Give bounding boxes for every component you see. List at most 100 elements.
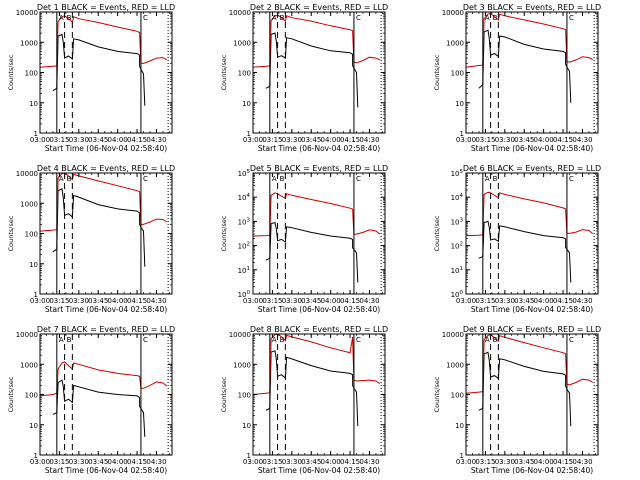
- panel-title: Det 1 BLACK = Events, RED = LLD: [37, 3, 175, 12]
- y-tick-label: 100: [25, 392, 38, 400]
- y-tick-label: 103: [238, 217, 251, 226]
- series-lld-line: [465, 12, 594, 68]
- x-axis-label: Start Time (06-Nov-04 02:58:40): [258, 305, 380, 314]
- panel-title: Det 9 BLACK = Events, RED = LLD: [463, 325, 601, 334]
- y-tick-label: 100: [238, 392, 251, 400]
- y-tick-label: 1: [34, 452, 38, 460]
- y-tick-label: 1: [34, 130, 38, 138]
- x-tick-label: 04:00: [321, 297, 341, 305]
- y-tick-label: 102: [238, 242, 250, 251]
- marker-label: C: [569, 14, 574, 22]
- marker-label: A: [59, 336, 64, 344]
- x-tick-label: 04:00: [534, 136, 554, 144]
- y-tick-label: 105: [451, 169, 464, 178]
- panel-det-6: Det 6 BLACK = Events, RED = LLD A B C 100 101…: [433, 164, 601, 314]
- marker-label: A: [272, 14, 277, 22]
- x-tick-label: 03:00: [243, 136, 263, 144]
- y-tick-label: 1000: [20, 361, 38, 369]
- x-tick-label: 03:15: [475, 297, 495, 305]
- y-tick-label: 1: [247, 452, 251, 460]
- x-tick-label: 03:45: [514, 136, 534, 144]
- plot-frame: [39, 333, 173, 456]
- x-tick-label: 04:15: [127, 297, 147, 305]
- x-tick-label: 03:30: [495, 136, 515, 144]
- y-tick-label: 101: [451, 266, 463, 275]
- x-tick-label: 04:30: [359, 458, 379, 466]
- marker-label: C: [356, 175, 361, 183]
- marker-label: A: [272, 175, 277, 183]
- series-lld-line: [39, 15, 168, 68]
- panel-det-9: Det 9 BLACK = Events, RED = LLD A B C 1 10 100…: [433, 325, 601, 475]
- x-tick-label: 03:15: [475, 458, 495, 466]
- x-tick-label: 03:15: [262, 458, 282, 466]
- y-tick-label: 10000: [442, 9, 464, 17]
- x-tick-label: 03:45: [301, 297, 321, 305]
- y-tick-label: 100: [451, 70, 464, 78]
- x-tick-label: 03:30: [282, 136, 302, 144]
- y-tick-label: 10000: [229, 9, 251, 17]
- x-tick-label: 03:00: [243, 297, 263, 305]
- x-tick-label: 04:00: [108, 136, 128, 144]
- y-axis-label: Counts/sec: [7, 215, 15, 251]
- series-lld-line: [252, 14, 381, 68]
- x-tick-label: 03:15: [262, 297, 282, 305]
- y-tick-label: 10000: [229, 331, 251, 339]
- plot-frame: [39, 11, 173, 134]
- x-axis-label: Start Time (06-Nov-04 02:58:40): [45, 466, 167, 475]
- y-axis-label: Counts/sec: [220, 54, 228, 90]
- x-tick-label: 03:30: [282, 458, 302, 466]
- marker-label: B: [493, 336, 498, 344]
- marker-label: A: [59, 14, 64, 22]
- plot-frame: [39, 172, 173, 295]
- x-tick-label: 04:00: [108, 297, 128, 305]
- panel-det-8: Det 8 BLACK = Events, RED = LLD A B C 1 10 100…: [220, 325, 388, 475]
- x-tick-label: 03:00: [456, 458, 476, 466]
- x-tick-label: 03:30: [495, 297, 515, 305]
- marker-label: B: [280, 14, 285, 22]
- panel-det-1: Det 1 BLACK = Events, RED = LLD A B C 1 10 100…: [7, 3, 175, 153]
- x-tick-label: 04:30: [146, 136, 166, 144]
- y-tick-label: 102: [451, 242, 463, 251]
- panel-det-2: Det 2 BLACK = Events, RED = LLD A B C 1 10 100…: [220, 3, 388, 153]
- y-tick-label: 1: [460, 452, 464, 460]
- marker-label: B: [67, 336, 72, 344]
- y-tick-label: 10000: [16, 9, 38, 17]
- series-lld-line: [252, 333, 381, 395]
- y-tick-label: 10: [242, 422, 251, 430]
- marker-label: A: [485, 336, 490, 344]
- x-tick-label: 04:15: [553, 136, 573, 144]
- y-tick-label: 1000: [233, 361, 251, 369]
- y-tick-label: 100: [25, 231, 38, 239]
- x-tick-label: 04:30: [146, 297, 166, 305]
- marker-label: A: [59, 175, 64, 183]
- y-tick-label: 10: [242, 100, 251, 108]
- x-tick-label: 03:45: [88, 136, 108, 144]
- series-lld-line: [465, 334, 594, 394]
- y-tick-label: 100: [451, 392, 464, 400]
- y-tick-label: 10000: [16, 170, 38, 178]
- series-events-line: [265, 32, 359, 108]
- y-tick-label: 100: [451, 290, 464, 299]
- series-lld-line: [252, 192, 381, 237]
- y-tick-label: 100: [238, 70, 251, 78]
- panel-title: Det 4 BLACK = Events, RED = LLD: [37, 164, 175, 173]
- panel-title: Det 8 BLACK = Events, RED = LLD: [250, 325, 388, 334]
- marker-label: C: [143, 175, 148, 183]
- plot-frame: [252, 333, 386, 456]
- x-tick-label: 04:00: [321, 136, 341, 144]
- marker-label: C: [143, 336, 148, 344]
- x-axis-label: Start Time (06-Nov-04 02:58:40): [45, 144, 167, 153]
- series-events-line: [52, 33, 146, 106]
- x-axis-label: Start Time (06-Nov-04 02:58:40): [258, 466, 380, 475]
- plot-frame: [465, 333, 599, 456]
- marker-label: C: [356, 336, 361, 344]
- marker-label: B: [493, 14, 498, 22]
- x-tick-label: 03:45: [88, 458, 108, 466]
- x-tick-label: 04:15: [553, 297, 573, 305]
- x-tick-label: 03:00: [30, 136, 50, 144]
- x-tick-label: 04:15: [340, 458, 360, 466]
- y-tick-label: 1000: [20, 200, 38, 208]
- panel-title: Det 3 BLACK = Events, RED = LLD: [463, 3, 601, 12]
- marker-label: B: [67, 14, 72, 22]
